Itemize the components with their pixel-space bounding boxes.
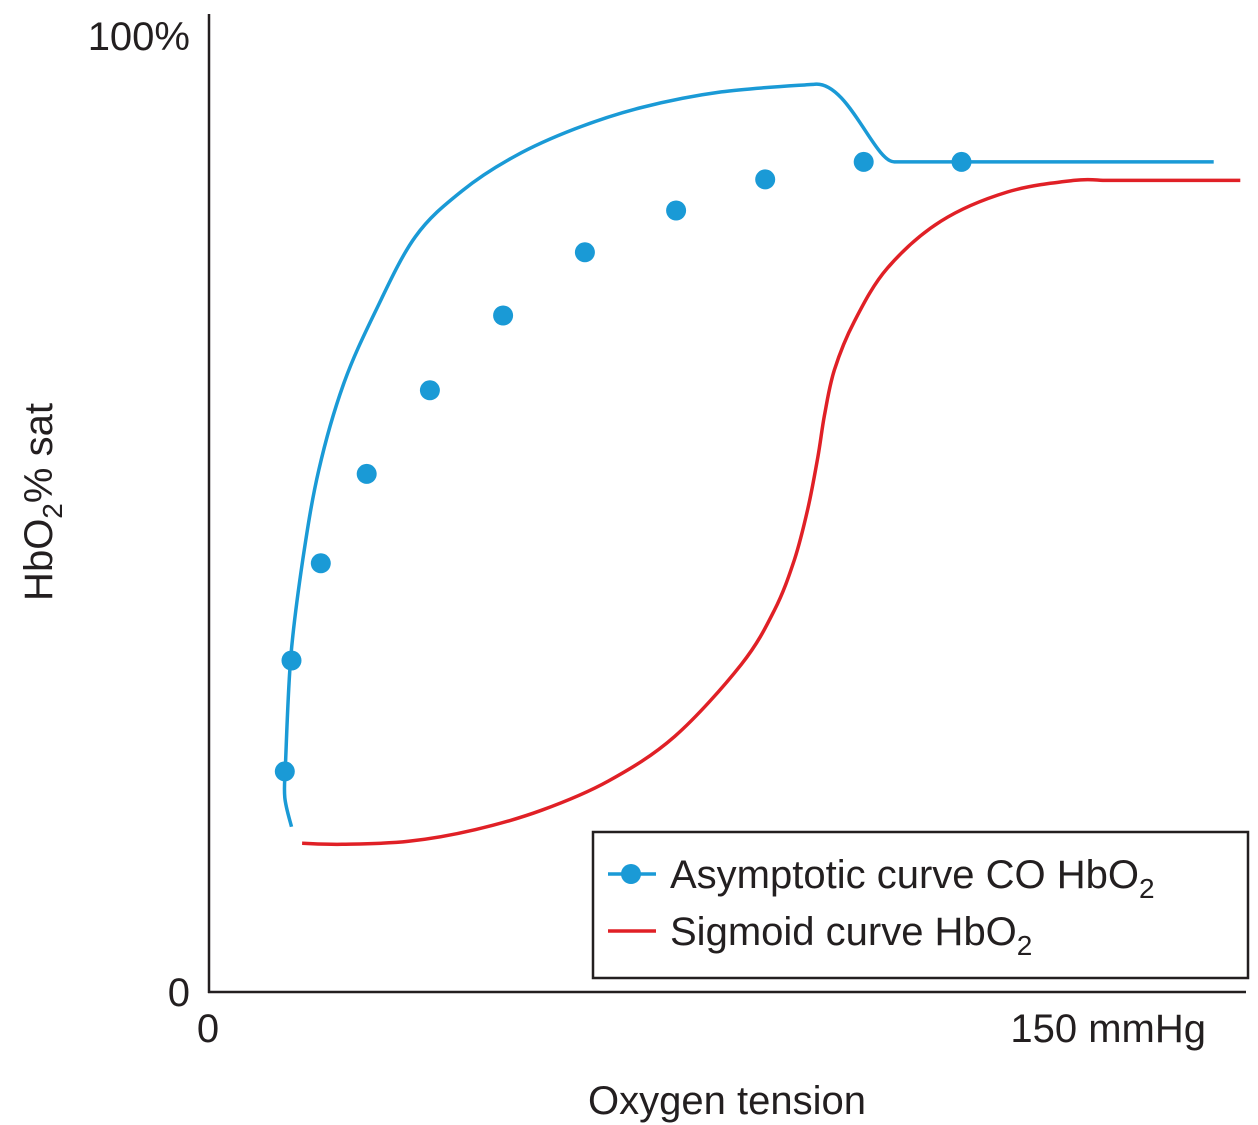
- legend-label-sigmoid: Sigmoid curve HbO2: [670, 910, 1032, 961]
- data-point-asymptotic-0: [274, 761, 295, 782]
- data-point-asymptotic-8: [755, 169, 776, 190]
- legend-label-asymptotic: Asymptotic curve CO HbO2: [670, 853, 1155, 904]
- data-point-asymptotic-9: [853, 151, 874, 172]
- x-tick-label-start: 0: [197, 1007, 219, 1051]
- series-line-sigmoid: [302, 177, 1241, 847]
- y-axis-title: HbO2% sat: [17, 403, 68, 601]
- data-point-asymptotic-5: [493, 305, 514, 326]
- data-point-asymptotic-1: [281, 650, 302, 671]
- data-point-asymptotic-2: [310, 553, 331, 574]
- y-tick-label-bottom: 0: [168, 971, 190, 1015]
- data-point-asymptotic-3: [356, 463, 377, 484]
- data-point-asymptotic-4: [419, 380, 440, 401]
- y-axis-title-subscript: 2: [37, 503, 68, 519]
- series-group: [274, 82, 1241, 847]
- x-axis-title: Oxygen tension: [588, 1079, 866, 1123]
- data-point-asymptotic-10: [951, 151, 972, 172]
- legend-box: [591, 830, 1250, 980]
- legend-label-asymptotic-subscript: 2: [1139, 873, 1155, 904]
- data-point-asymptotic-7: [666, 200, 687, 221]
- legend-label-asymptotic-base: Asymptotic curve CO HbO: [670, 853, 1139, 897]
- y-tick-label-top: 100%: [88, 15, 190, 59]
- data-point-asymptotic-6: [574, 242, 595, 263]
- x-tick-label-end: 150 mmHg: [1010, 1007, 1206, 1051]
- legend: Asymptotic curve CO HbO2 Sigmoid curve H…: [591, 830, 1250, 980]
- legend-label-sigmoid-base: Sigmoid curve HbO: [670, 910, 1017, 954]
- y-axis-title-base: HbO: [17, 519, 61, 601]
- legend-label-sigmoid-subscript: 2: [1017, 930, 1033, 961]
- series-line-asymptotic: [282, 82, 1214, 828]
- legend-swatch-asymptotic-marker: [621, 864, 641, 884]
- y-axis-title-rest: % sat: [17, 403, 61, 503]
